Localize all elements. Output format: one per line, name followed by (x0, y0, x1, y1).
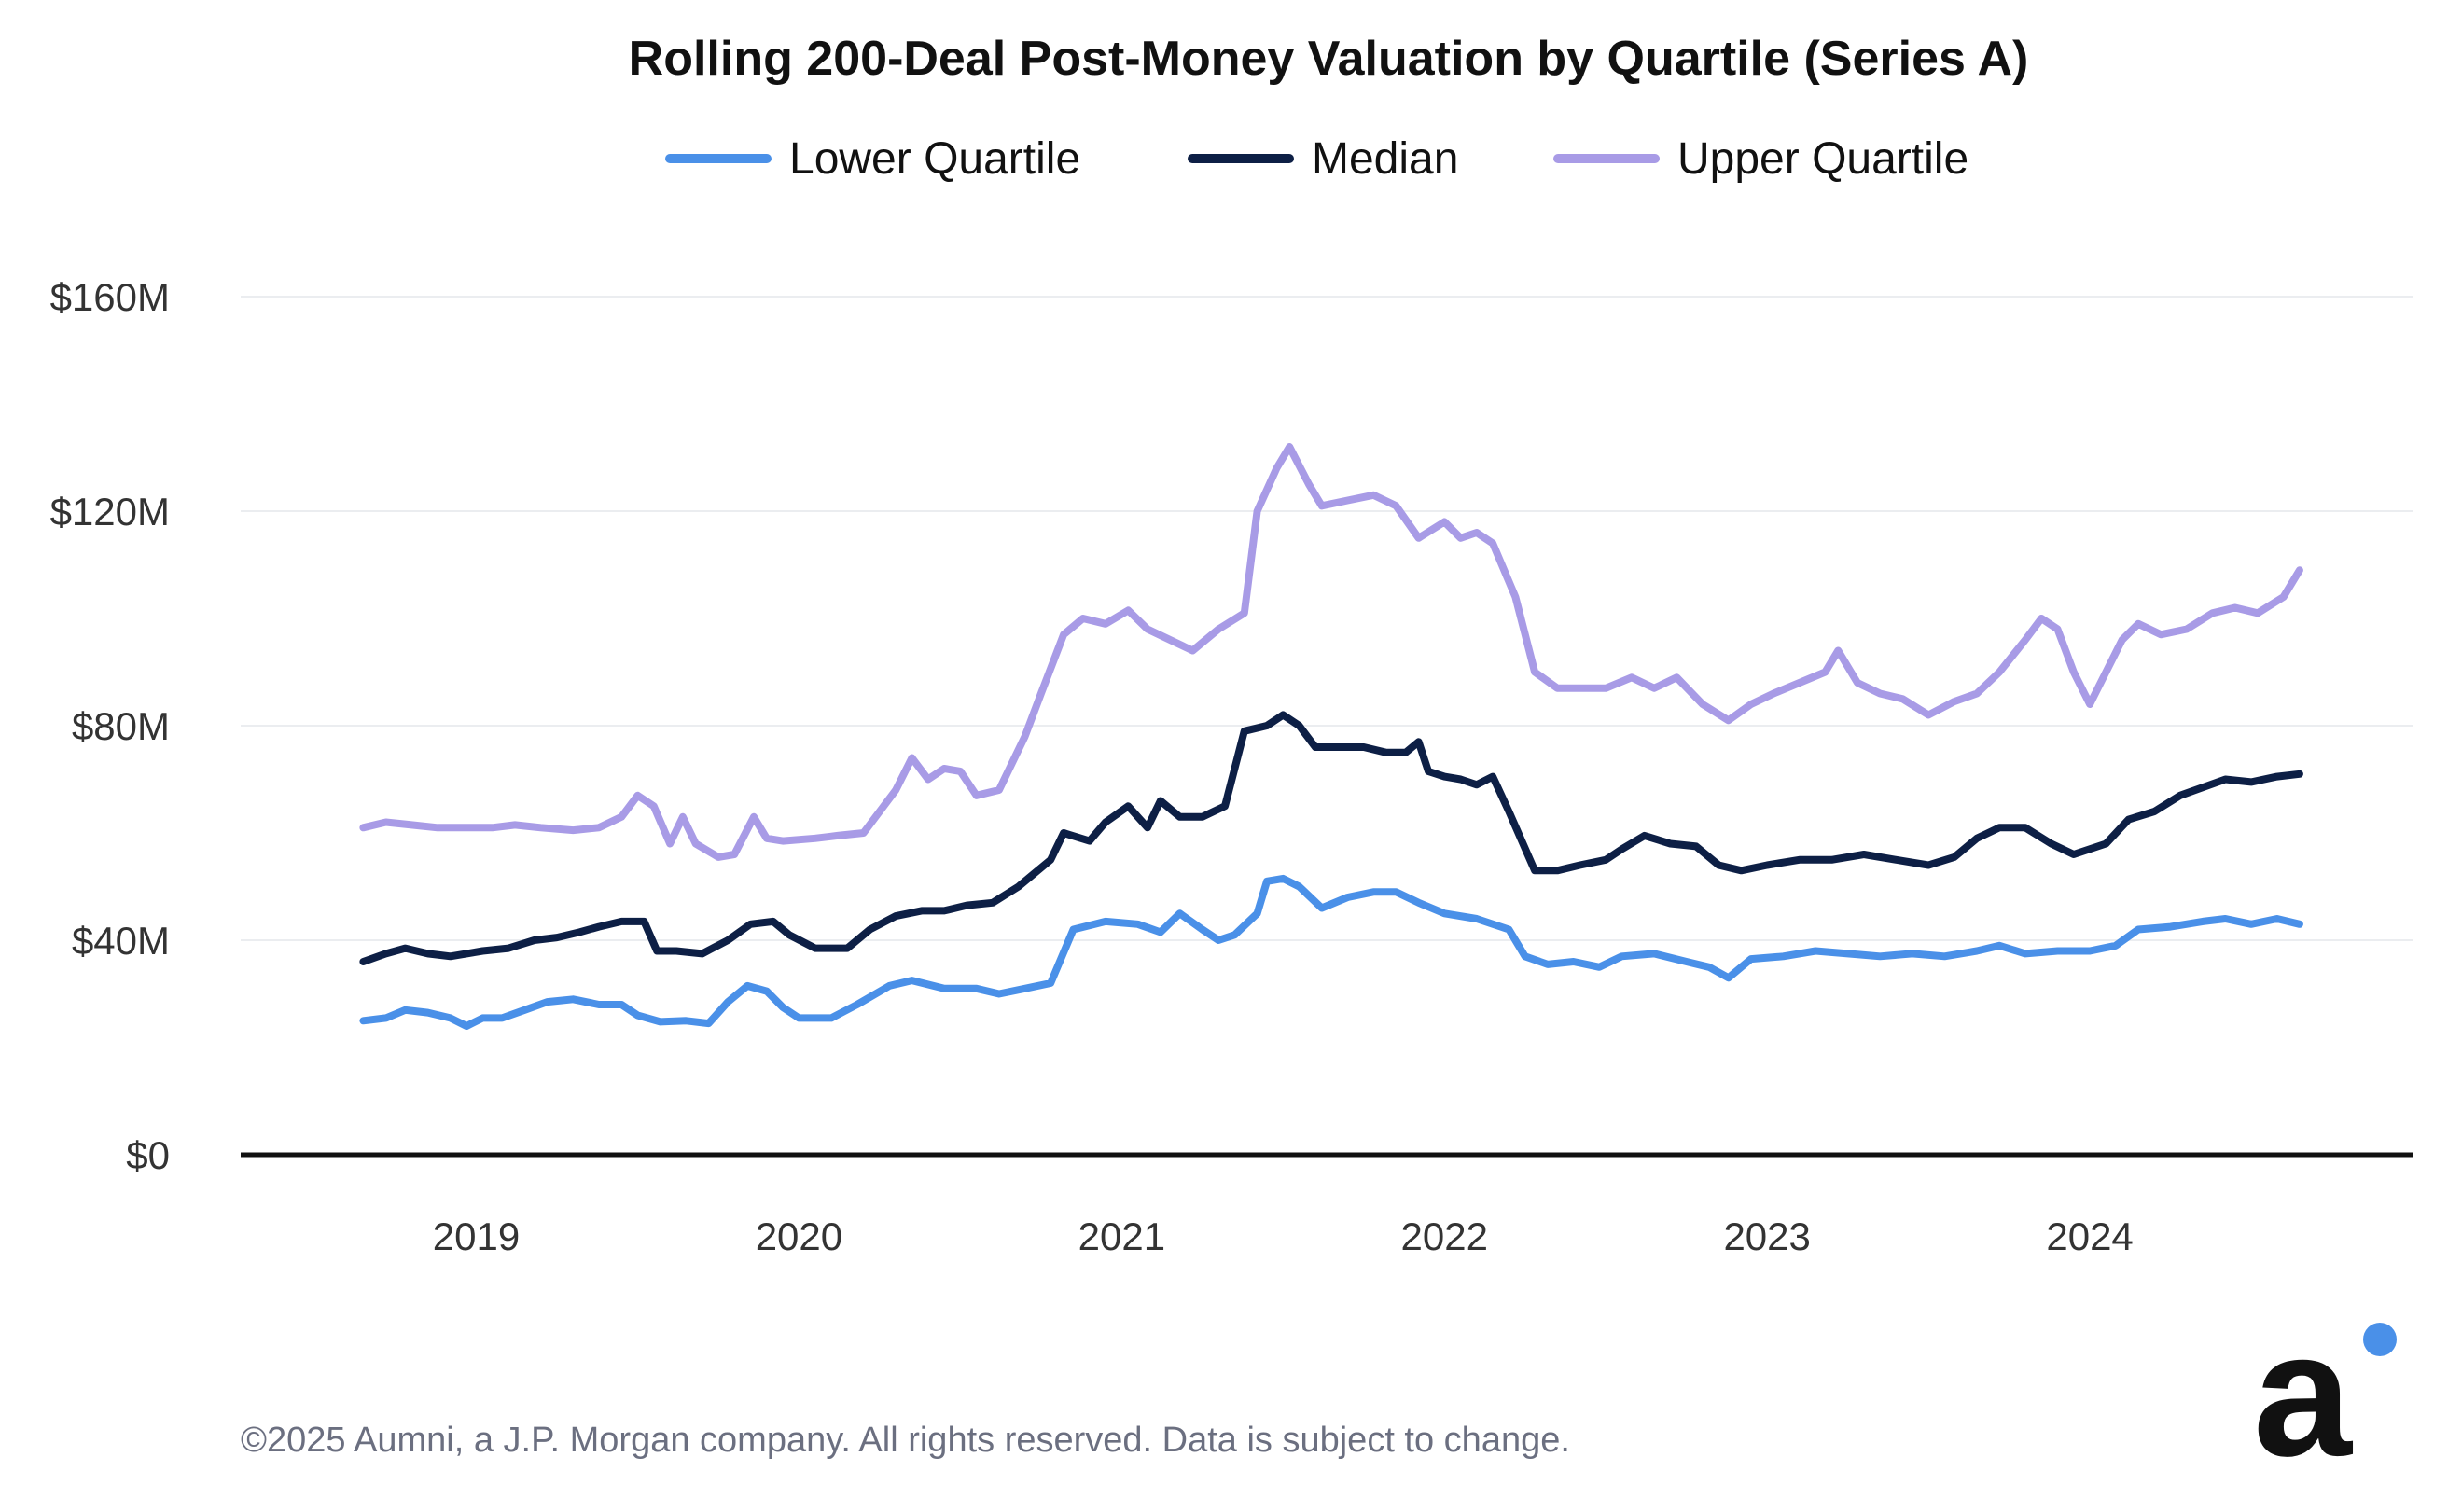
series-line-lower-quartile (359, 874, 2303, 1030)
series-line-upper-quartile (359, 443, 2303, 861)
x-tick-label: 2022 (1401, 1214, 1488, 1258)
legend-label: Median (1312, 134, 1458, 184)
x-tick-label: 2023 (1723, 1214, 1810, 1258)
x-tick-label: 2024 (2046, 1214, 2133, 1258)
x-tick-label: 2019 (433, 1214, 520, 1258)
y-tick-label: $120M (50, 490, 170, 534)
legend-item-median: Median (1188, 134, 1458, 184)
chart-title: Rolling 200-Deal Post-Money Valuation by… (629, 32, 2029, 86)
x-tick-label: 2020 (756, 1214, 842, 1258)
y-tick-label: $80M (72, 704, 170, 748)
y-axis: $0 $40M $80M $120M $160M (50, 275, 170, 1177)
aumni-logo: a (2253, 1296, 2397, 1493)
y-tick-label: $40M (72, 919, 170, 963)
y-tick-label: $0 (126, 1133, 170, 1177)
logo-dot (2363, 1323, 2397, 1356)
copyright-text: ©2025 Aumni, a J.P. Morgan company. All … (241, 1421, 1570, 1460)
x-tick-label: 2021 (1078, 1214, 1165, 1258)
x-axis: 2019 2020 2021 2022 2023 2024 (433, 1214, 2134, 1258)
legend-label: Upper Quartile (1677, 134, 1968, 184)
series-line-median (359, 711, 2303, 965)
legend-label: Lower Quartile (789, 134, 1080, 184)
legend-item-lower-quartile: Lower Quartile (665, 134, 1080, 184)
grid-lines (241, 296, 2413, 941)
legend-item-upper-quartile: Upper Quartile (1553, 134, 1968, 184)
series-group (359, 443, 2303, 1030)
logo-letter: a (2253, 1296, 2353, 1493)
legend: Lower Quartile Median Upper Quartile (665, 134, 1968, 184)
y-tick-label: $160M (50, 275, 170, 319)
